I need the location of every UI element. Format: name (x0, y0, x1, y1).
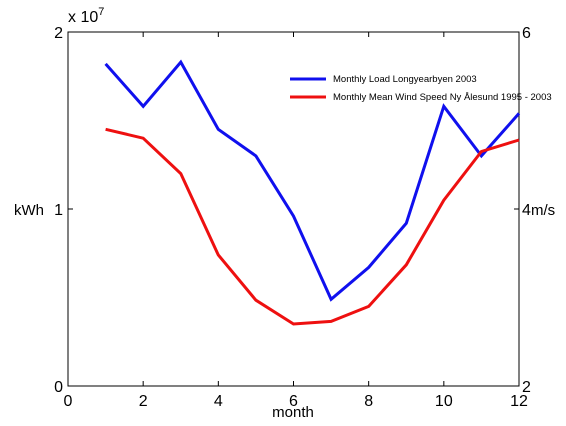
x-tick-label: 2 (139, 393, 148, 410)
y-right-axis-label: m/s (531, 202, 555, 219)
y-right-tick-label: 4 (522, 202, 531, 219)
y-right-tick-label: 2 (522, 379, 531, 396)
x-axis-label: month (272, 404, 314, 421)
x-tick-label: 0 (64, 393, 73, 410)
legend: Monthly Load Longyearbyen 2003 Monthly M… (290, 74, 552, 103)
y-left-exponent-base: x 10 (68, 9, 98, 26)
y-right-tick-label: 6 (522, 25, 531, 42)
legend-label-wind: Monthly Mean Wind Speed Ny Ålesund 1995 … (333, 92, 552, 103)
x-tick-label: 8 (364, 393, 373, 410)
legend-label-load: Monthly Load Longyearbyen 2003 (333, 74, 477, 85)
series-line-wind (105, 127, 520, 326)
y-left-exponent-power: 7 (98, 6, 104, 18)
x-tick-label: 6 (289, 393, 298, 410)
series-line-load (104, 59, 521, 302)
y-left-axis-label: kWh (14, 202, 44, 219)
series-layer (104, 59, 521, 326)
y-left-exponent: x 107 (68, 6, 104, 26)
y-left-tick-label: 0 (54, 379, 63, 396)
x-tick-label: 12 (510, 393, 528, 410)
y-left-tick-label: 1 (54, 202, 63, 219)
x-tick-label: 10 (435, 393, 453, 410)
y-left-tick-label: 2 (54, 25, 63, 42)
plot-area (67, 31, 520, 387)
x-tick-label: 4 (214, 393, 223, 410)
